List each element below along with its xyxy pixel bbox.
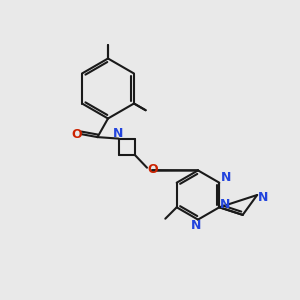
Text: N: N	[221, 171, 231, 184]
Text: N: N	[113, 127, 124, 140]
Text: O: O	[147, 163, 158, 176]
Text: N: N	[220, 198, 230, 211]
Text: O: O	[71, 128, 82, 141]
Text: N: N	[191, 219, 202, 232]
Text: N: N	[258, 191, 268, 204]
